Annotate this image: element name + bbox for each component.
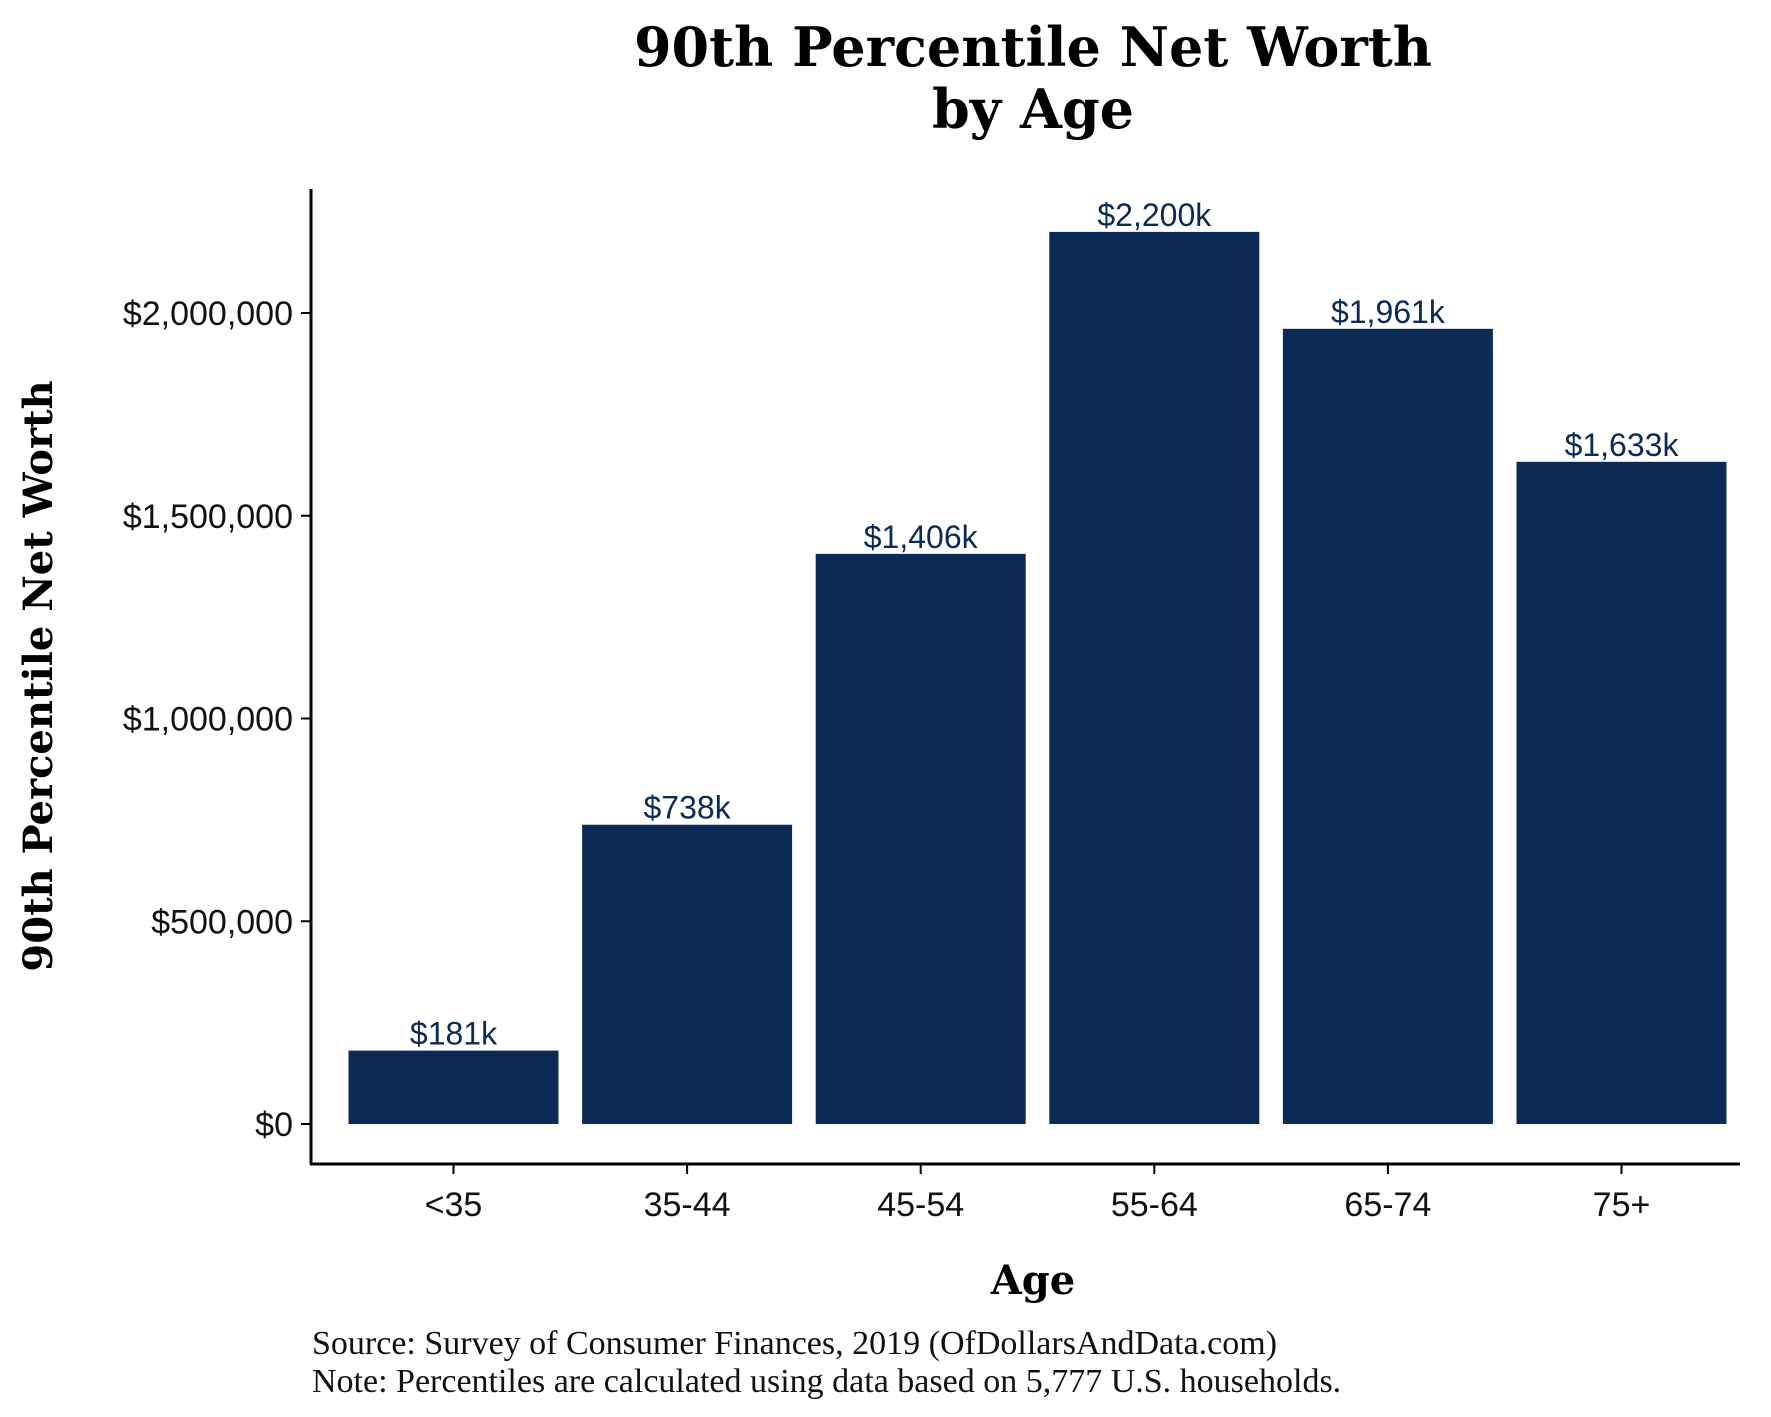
chart-title-line-2: by Age — [932, 77, 1134, 141]
data-labels-group: $181k $738k $1,406k $2,200k $1,961k $1,633k — [410, 197, 1680, 1052]
bar-<35 — [348, 1050, 559, 1124]
y-tick-label: $2,000,000 — [123, 295, 293, 333]
data-label-<35: $181k — [410, 1016, 498, 1052]
source-note: Source: Survey of Consumer Finances, 201… — [312, 1325, 1277, 1362]
x-tick-label: 45-54 — [877, 1186, 964, 1224]
y-axis-ticks: $0 $500,000 $1,000,000 $1,500,000 $2,000,000 — [123, 295, 311, 1144]
data-label-75+: $1,633k — [1565, 427, 1680, 463]
bar-35-44 — [582, 824, 793, 1124]
data-label-65-74: $1,961k — [1331, 294, 1446, 330]
x-tick-label: 65-74 — [1344, 1186, 1431, 1224]
data-label-45-54: $1,406k — [864, 519, 979, 555]
y-axis-title: 90th Percentile Net Worth — [15, 380, 62, 971]
bars-group — [348, 231, 1727, 1125]
data-label-35-44: $738k — [644, 790, 732, 826]
bar-75+ — [1516, 461, 1727, 1125]
data-label-55-64: $2,200k — [1097, 197, 1212, 233]
x-axis-ticks: <35 35-44 45-54 55-64 65-74 75+ — [425, 1164, 1651, 1224]
chart-title-line-1: 90th Percentile Net Worth — [634, 15, 1432, 79]
y-tick-label: $1,500,000 — [123, 498, 293, 536]
bar-65-74 — [1282, 328, 1493, 1124]
footnote: Note: Percentiles are calculated using d… — [312, 1363, 1341, 1400]
y-tick-label: $1,000,000 — [123, 701, 293, 739]
y-tick-label: $0 — [255, 1106, 293, 1144]
y-tick-label: $500,000 — [151, 903, 293, 941]
x-tick-label: 35-44 — [644, 1186, 731, 1224]
x-tick-label: <35 — [425, 1186, 483, 1224]
x-axis-title: Age — [990, 1257, 1075, 1304]
bar-45-54 — [815, 553, 1026, 1124]
bar-55-64 — [1049, 231, 1260, 1124]
x-tick-label: 55-64 — [1111, 1186, 1198, 1224]
x-tick-label: 75+ — [1593, 1186, 1651, 1224]
